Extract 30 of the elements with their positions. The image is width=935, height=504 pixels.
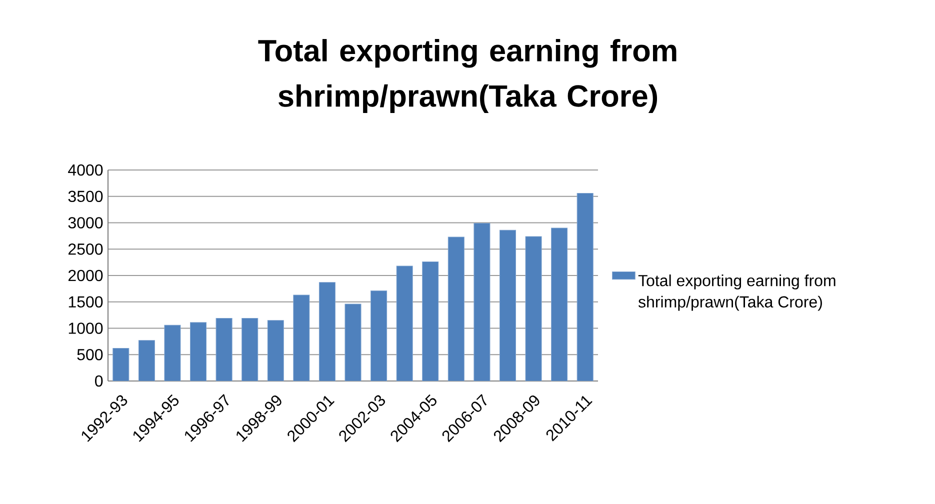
bar [396,266,413,381]
bar [242,318,258,381]
bar [551,228,568,381]
bar [164,324,181,381]
y-tick-label: 3500 [68,190,103,202]
bar [293,294,310,381]
y-tick-label: 2500 [68,243,103,255]
bar [318,282,336,381]
y-tick-label: 1500 [68,296,103,308]
bar [576,192,594,381]
bar [525,236,542,381]
bar [474,223,490,381]
y-tick-label: 1000 [68,322,103,334]
y-tick-label: 500 [77,348,103,360]
bar [448,236,464,381]
y-tick-label: 3000 [68,217,103,228]
y-tick-label: 0 [95,375,103,387]
bar [422,262,439,381]
y-tick-label: 4000 [68,164,103,176]
bar [344,304,362,381]
chart-title: Total exporting earning from shrimp/prawn(Taka Crore) [258,39,676,113]
bar [112,348,130,381]
y-tick-label: 2000 [68,270,103,282]
bar [138,340,155,381]
bar [216,318,232,381]
bar [190,322,207,381]
legend-label: Total exporting earning from shrimp/prawn(Taka Crore) [638,274,836,311]
bar [267,320,284,381]
bar [499,230,516,381]
bar [370,290,388,381]
